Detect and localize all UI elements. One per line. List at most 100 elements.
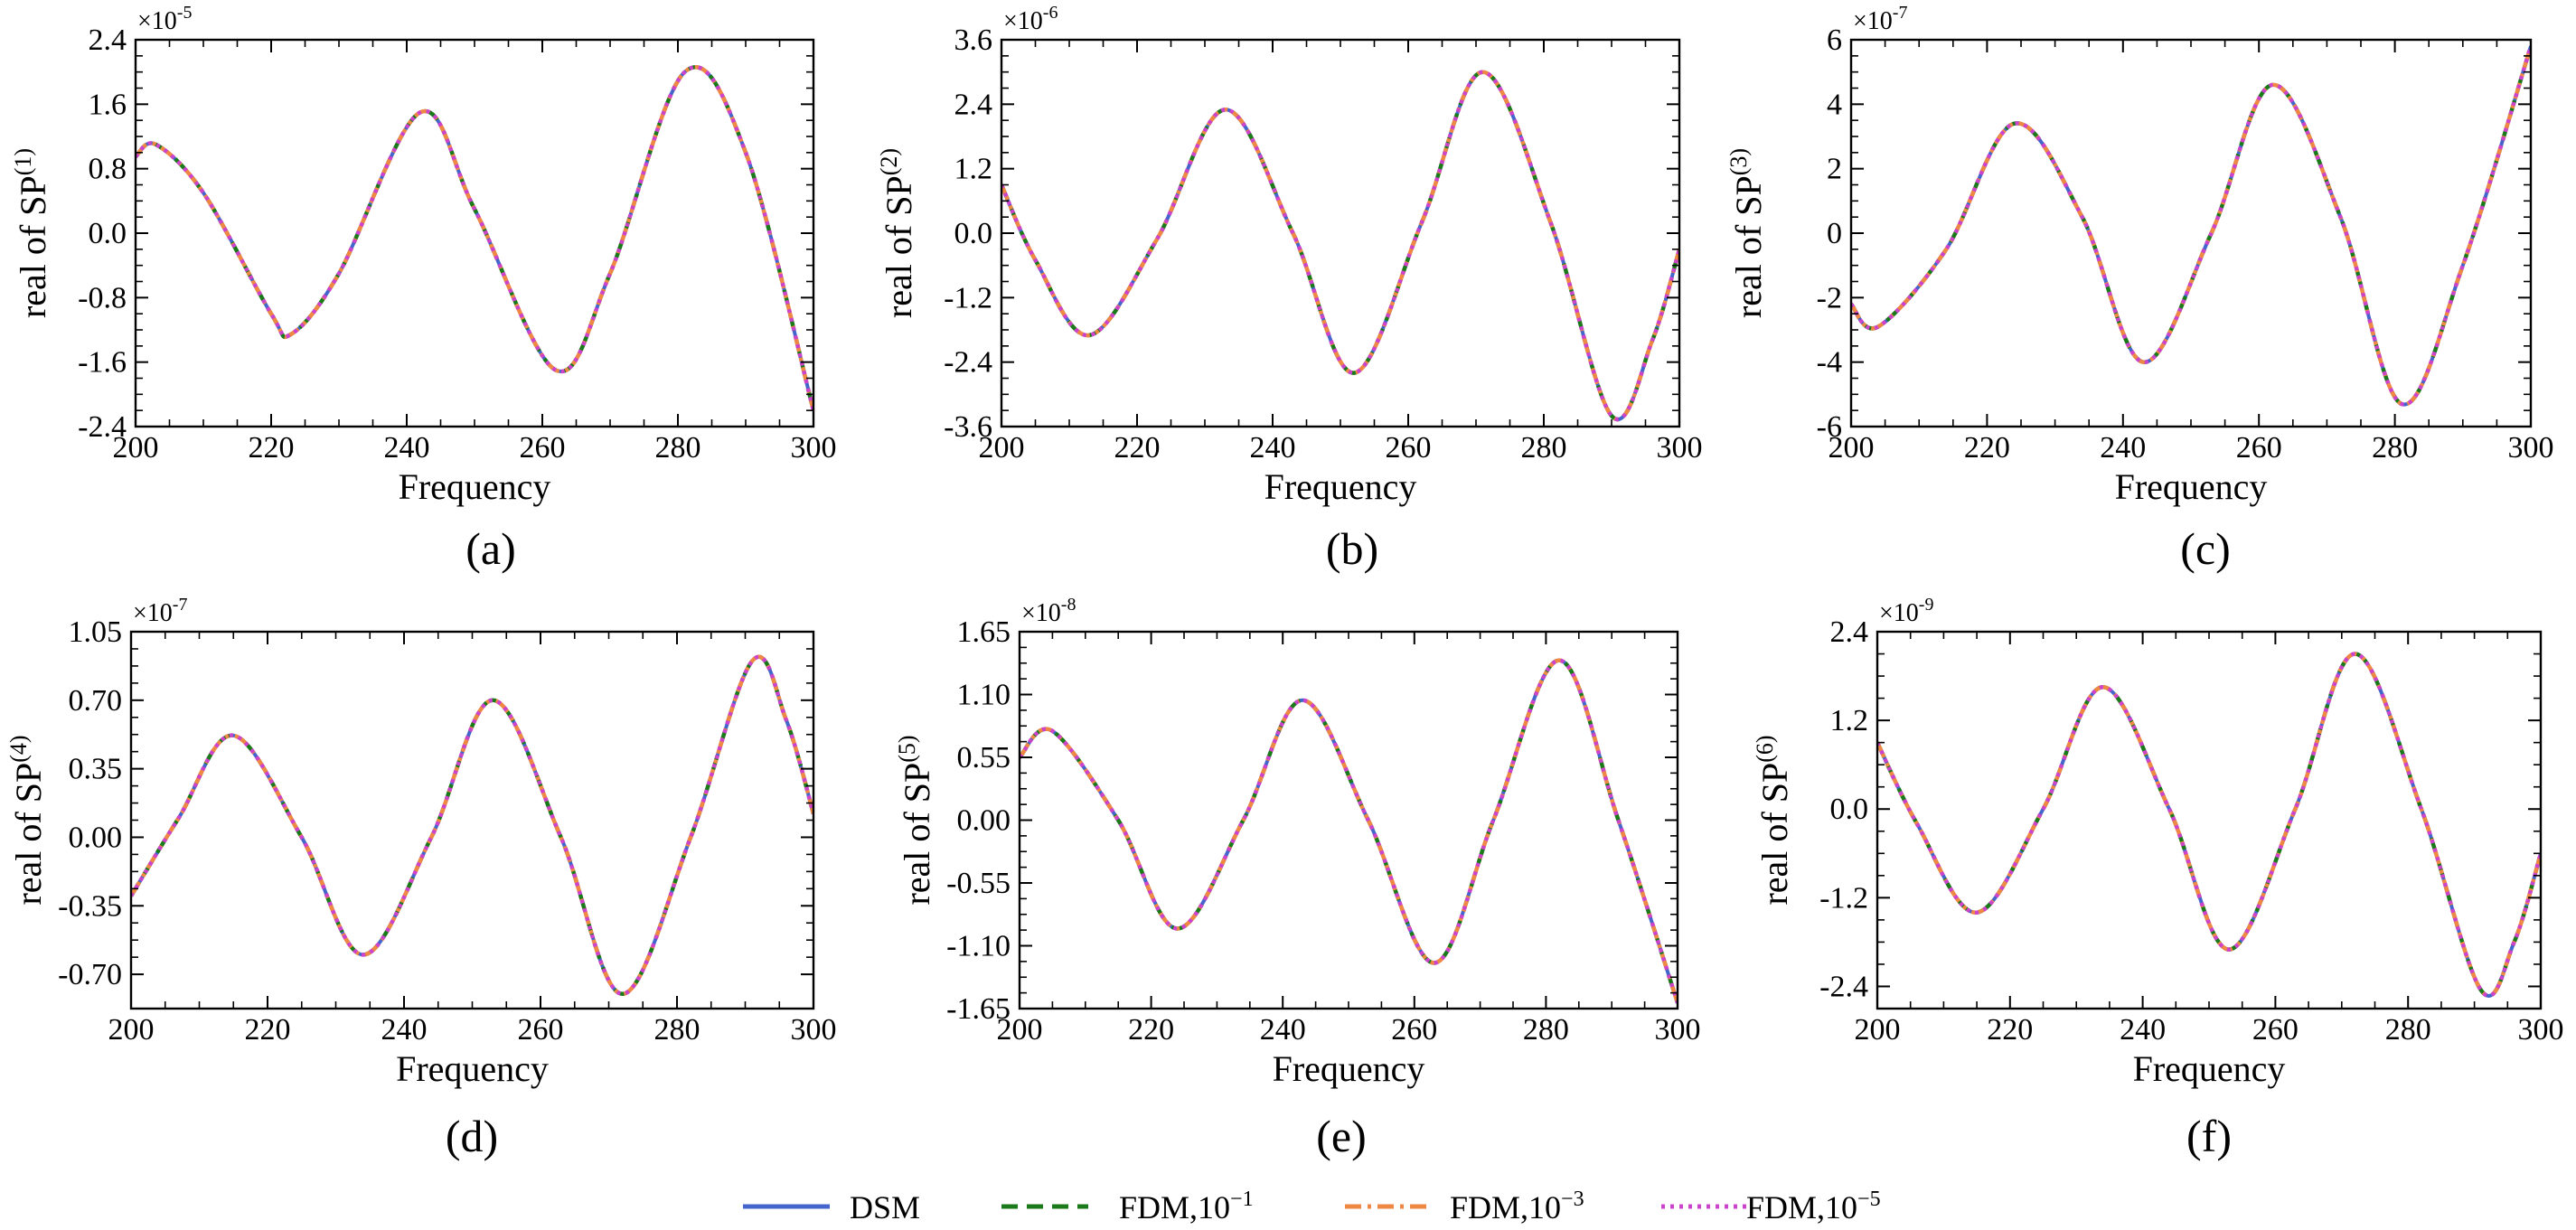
series-line-fdm-2 (1001, 70, 1679, 421)
x-tick-label: 260 (518, 1013, 564, 1047)
y-multiplier: ×10-6 (1003, 3, 1058, 35)
panel-a: 200 220 240 260 280 300 -2.4 -1.6 -0.8 0.0 0.8 1.6 2… (10, 3, 837, 574)
x-tick-label: 300 (1655, 1013, 1701, 1047)
y-multiplier: ×10-7 (1853, 3, 1907, 35)
x-axis-label: Frequency (399, 466, 551, 507)
y-multiplier: ×10-7 (133, 595, 187, 627)
legend-label-exp: −1 (1230, 1188, 1254, 1211)
y-axis-label-sup: (4) (5, 735, 32, 762)
x-tick-label: 280 (1523, 1013, 1569, 1047)
y-tick-label: 2.4 (1830, 615, 1869, 649)
y-tick-label: -0.55 (946, 867, 1011, 900)
y-tick-label: 3.6 (954, 23, 993, 57)
y-tick-label: -0.35 (58, 889, 122, 923)
y-axis-label-text: real of SP (879, 175, 919, 318)
y-tick-label: -1.6 (78, 346, 127, 380)
y-tick-label: 2.4 (89, 23, 127, 57)
series-line-fdm-1 (131, 654, 813, 997)
x-tick-label: 220 (1114, 431, 1161, 465)
y-tick-label: 0.70 (69, 684, 123, 718)
legend-label: FDM,10−1 (1119, 1188, 1254, 1225)
y-multiplier-exp: -9 (1919, 595, 1934, 615)
x-axis-label: Frequency (2133, 1048, 2286, 1089)
y-axis-label-sup: (2) (876, 148, 902, 175)
x-tick-label: 280 (2372, 431, 2418, 465)
y-tick-label: 1.10 (957, 679, 1011, 712)
y-multiplier: ×10-9 (1879, 595, 1933, 627)
x-tick-label: 260 (1386, 431, 1432, 465)
y-axis-label-text: real of SP (13, 175, 53, 318)
y-tick-label: -3.6 (944, 410, 992, 444)
panel-label: (c) (2180, 523, 2231, 574)
y-tick-label: 4 (1827, 88, 1842, 121)
series-line-fdm-1 (1001, 70, 1679, 421)
x-tick-label: 260 (520, 431, 566, 465)
y-axis-label-text: real of SP (1728, 175, 1769, 318)
series-line-dsm (1851, 45, 2531, 407)
legend-label-text: FDM,10 (1450, 1189, 1561, 1225)
legend-label-exp: −3 (1561, 1188, 1584, 1211)
y-multiplier-exp: -5 (177, 3, 193, 23)
x-tick-label: 300 (2518, 1013, 2564, 1047)
panel-label: (f) (2186, 1111, 2232, 1161)
x-tick-label: 280 (655, 431, 701, 465)
x-tick-label: 300 (2508, 431, 2554, 465)
legend-label: FDM,10−3 (1450, 1188, 1584, 1225)
x-tick-label: 200 (1855, 1013, 1901, 1047)
series-line-fdm-3 (1020, 658, 1678, 1004)
series-line-dsm (1001, 70, 1679, 421)
y-tick-label: 0.0 (1830, 793, 1869, 826)
y-tick-label: 1.2 (1830, 704, 1869, 737)
panel-c: 200 220 240 260 280 300 -6 -4 -2 0 2 4 6 ×10-7 Frequen… (1725, 3, 2554, 574)
y-multiplier-exp: -7 (173, 595, 188, 615)
y-tick-label: 0.8 (89, 153, 127, 186)
x-tick-label: 200 (113, 431, 159, 465)
y-axis-label: real of SP(5) (894, 735, 937, 905)
series-line-fdm-2 (1877, 652, 2541, 999)
y-axis-label-text: real of SP (8, 763, 49, 906)
panel-d: 200 220 240 260 280 300 -0.70 -0.35 0.00 0.35 0.70… (5, 595, 837, 1161)
legend-label: FDM,10−5 (1746, 1188, 1881, 1225)
legend: DSM FDM,10−1 FDM,10−3 FDM,10−5 (743, 1188, 1881, 1225)
legend-label-text: FDM,10 (1119, 1189, 1230, 1225)
panel-label: (d) (446, 1111, 498, 1161)
y-tick-label: 1.2 (954, 153, 993, 186)
series-line-fdm-3 (1851, 45, 2531, 407)
series-line-fdm-2 (136, 65, 813, 411)
series-line-fdm-3 (1001, 70, 1679, 421)
y-tick-label: 0.0 (89, 217, 127, 250)
x-tick-label: 300 (791, 1013, 837, 1047)
y-axis-label: real of SP(6) (1752, 735, 1795, 905)
x-axis-label: Frequency (396, 1048, 549, 1089)
y-tick-label: -0.8 (78, 281, 127, 315)
y-tick-label: 0.0 (954, 217, 993, 250)
y-multiplier-base: ×10 (1003, 7, 1043, 35)
x-tick-label: 240 (381, 1013, 428, 1047)
axes-frame (1000, 38, 1681, 428)
y-multiplier: ×10-5 (137, 3, 192, 35)
y-tick-label: 0.00 (957, 804, 1011, 838)
y-multiplier-base: ×10 (1853, 7, 1893, 35)
x-tick-label: 280 (1521, 431, 1567, 465)
panel-label: (a) (465, 523, 516, 574)
y-multiplier-exp: -8 (1061, 595, 1076, 615)
y-tick-label: -6 (1817, 410, 1842, 444)
series-line-fdm-1 (136, 65, 813, 411)
panel-e: 200 220 240 260 280 300 -1.65 -1.10 -0.55 0.00 0.5… (894, 595, 1701, 1161)
y-tick-label: -1.2 (944, 281, 992, 315)
x-axis-label: Frequency (2115, 466, 2268, 507)
y-tick-label: 0.35 (69, 753, 123, 786)
legend-label: DSM (850, 1189, 920, 1225)
legend-label-text: DSM (850, 1189, 920, 1225)
y-tick-label: -4 (1817, 346, 1842, 380)
y-tick-label: -2.4 (1819, 970, 1868, 1003)
x-tick-label: 240 (2120, 1013, 2166, 1047)
x-tick-label: 260 (1391, 1013, 1437, 1047)
x-tick-label: 220 (1987, 1013, 2033, 1047)
x-tick-label: 260 (2236, 431, 2282, 465)
x-tick-label: 300 (791, 431, 837, 465)
y-tick-label: 1.05 (69, 615, 123, 649)
x-tick-label: 200 (997, 1013, 1043, 1047)
y-axis-label-sup: (3) (1725, 148, 1752, 175)
series-line-fdm-3 (1877, 652, 2541, 999)
